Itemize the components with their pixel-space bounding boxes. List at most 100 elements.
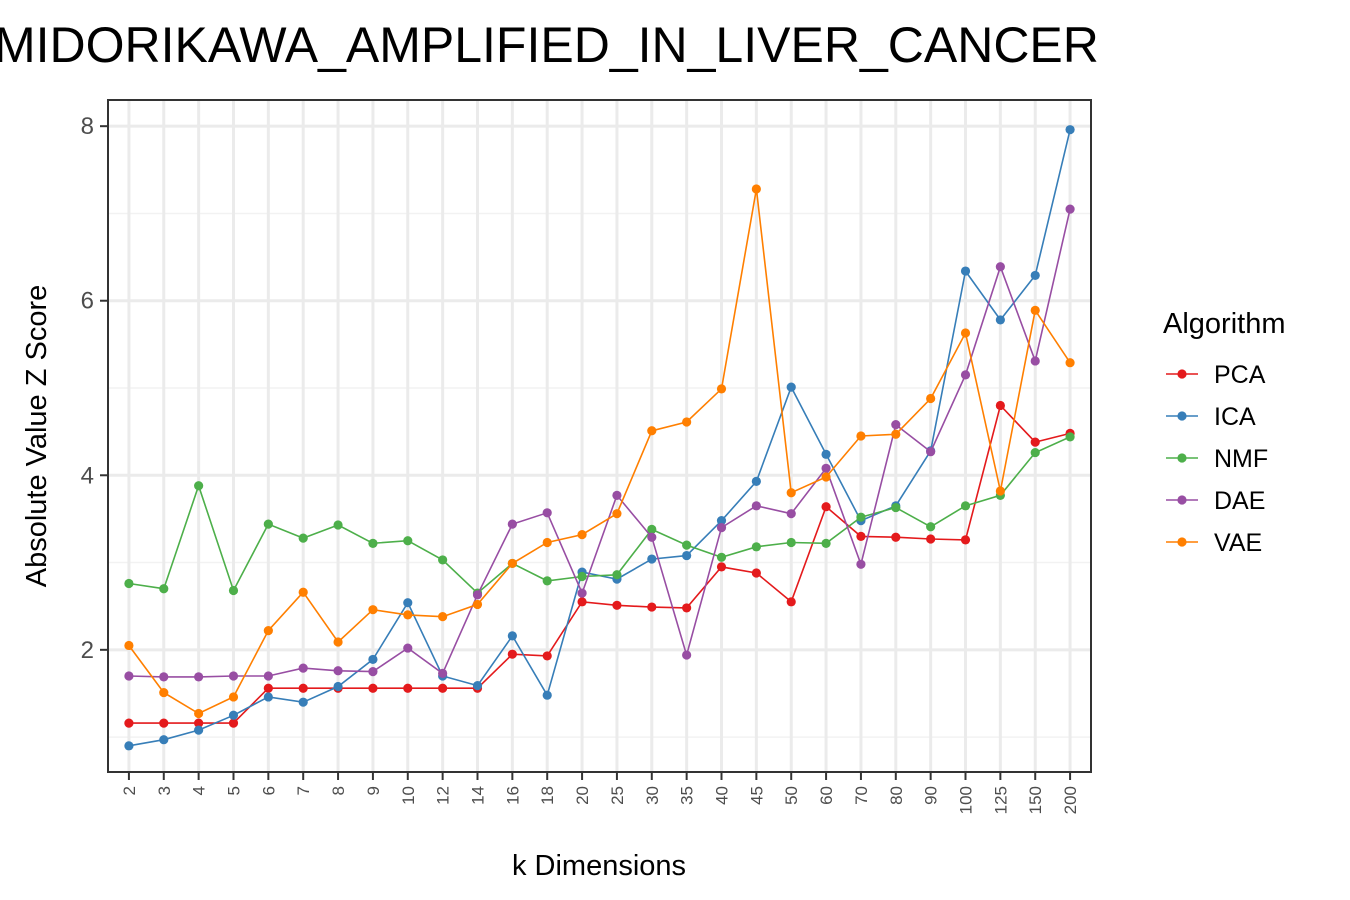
grid bbox=[108, 100, 1091, 772]
data-point-ica bbox=[403, 598, 413, 608]
x-tick-label: 125 bbox=[991, 786, 1010, 814]
data-point-dae bbox=[577, 588, 587, 598]
y-tick-label: 8 bbox=[81, 113, 94, 140]
data-point-ica bbox=[821, 449, 831, 459]
data-point-pca bbox=[682, 603, 692, 613]
y-tick-label: 2 bbox=[81, 637, 94, 664]
data-point-ica bbox=[333, 681, 343, 692]
data-point-dae bbox=[751, 501, 761, 511]
x-tick-label: 35 bbox=[678, 786, 697, 805]
data-point-nmf bbox=[891, 502, 901, 513]
legend-label: ICA bbox=[1214, 403, 1256, 431]
x-tick-label: 25 bbox=[608, 786, 627, 805]
data-point-pca bbox=[438, 683, 448, 693]
data-point-dae bbox=[438, 668, 448, 678]
legend-item-vae: VAE bbox=[1166, 529, 1262, 557]
legend-label: PCA bbox=[1214, 361, 1266, 389]
data-point-pca bbox=[716, 562, 727, 572]
x-tick-label: 2 bbox=[120, 786, 139, 795]
data-point-vae bbox=[647, 426, 657, 436]
x-tick-label: 9 bbox=[364, 786, 383, 795]
data-point-ica bbox=[1030, 270, 1040, 281]
legend-item-pca: PCA bbox=[1166, 361, 1266, 389]
data-point-vae bbox=[228, 692, 239, 702]
data-point-dae bbox=[124, 671, 134, 681]
x-tick-label: 100 bbox=[957, 786, 976, 814]
data-point-dae bbox=[926, 447, 936, 457]
data-point-pca bbox=[403, 683, 413, 693]
data-point-nmf bbox=[368, 538, 378, 548]
data-point-pca bbox=[856, 531, 866, 541]
data-point-ica bbox=[542, 690, 552, 700]
data-point-dae bbox=[716, 523, 727, 533]
series-layer bbox=[124, 125, 1075, 751]
data-point-dae bbox=[1030, 356, 1040, 366]
y-axis-title: Absolute Value Z Score bbox=[21, 285, 53, 588]
x-tick-label: 4 bbox=[190, 786, 209, 795]
legend-label: NMF bbox=[1214, 445, 1268, 473]
data-point-dae bbox=[507, 519, 517, 529]
x-tick-label: 150 bbox=[1026, 786, 1045, 814]
data-point-ica bbox=[298, 697, 308, 707]
plot-background bbox=[108, 100, 1091, 772]
data-point-ica bbox=[1065, 125, 1075, 135]
data-point-vae bbox=[856, 431, 866, 441]
legend-item-dae: DAE bbox=[1166, 487, 1265, 515]
data-point-nmf bbox=[263, 519, 273, 529]
data-point-ica bbox=[682, 550, 692, 561]
data-point-vae bbox=[891, 429, 901, 439]
data-point-dae bbox=[891, 420, 901, 430]
data-point-vae bbox=[1065, 358, 1075, 368]
data-point-vae bbox=[472, 599, 483, 610]
data-point-nmf bbox=[716, 552, 727, 562]
data-point-dae bbox=[1065, 204, 1075, 214]
x-tick-label: 30 bbox=[643, 786, 662, 805]
data-point-vae bbox=[124, 640, 134, 651]
data-point-vae bbox=[368, 605, 378, 615]
data-point-nmf bbox=[612, 570, 622, 580]
data-point-nmf bbox=[194, 481, 204, 491]
data-point-dae bbox=[194, 672, 204, 682]
x-tick-label: 16 bbox=[503, 786, 522, 805]
data-point-nmf bbox=[751, 542, 761, 552]
data-point-dae bbox=[856, 559, 866, 569]
data-point-vae bbox=[821, 472, 831, 482]
x-tick-label: 7 bbox=[294, 786, 313, 795]
data-point-ica bbox=[472, 681, 483, 691]
x-tick-label: 5 bbox=[224, 786, 243, 795]
data-point-dae bbox=[612, 490, 622, 500]
data-point-ica bbox=[751, 476, 761, 486]
data-point-vae bbox=[926, 393, 936, 404]
data-point-nmf bbox=[821, 538, 831, 548]
legend-label: VAE bbox=[1214, 529, 1262, 557]
data-point-vae bbox=[751, 184, 761, 194]
data-point-ica bbox=[124, 741, 134, 751]
data-point-dae bbox=[368, 667, 378, 677]
x-tick-label: 12 bbox=[434, 786, 453, 805]
data-point-pca bbox=[891, 532, 901, 542]
data-point-pca bbox=[647, 602, 657, 612]
data-point-ica bbox=[960, 266, 971, 276]
data-point-ica bbox=[263, 692, 273, 702]
legend: Algorithm PCA ICA NMF DAE VAE bbox=[1163, 308, 1286, 557]
y-tick-label: 6 bbox=[81, 288, 94, 315]
x-tick-label: 8 bbox=[329, 786, 348, 795]
x-tick-label: 20 bbox=[573, 786, 592, 805]
data-point-ica bbox=[228, 710, 239, 720]
data-point-pca bbox=[751, 568, 761, 578]
data-point-pca bbox=[159, 718, 169, 728]
x-tick-label: 70 bbox=[852, 786, 871, 805]
data-point-nmf bbox=[403, 536, 413, 546]
data-point-vae bbox=[682, 417, 692, 427]
data-point-vae bbox=[612, 509, 622, 519]
x-tick-label: 90 bbox=[922, 786, 941, 805]
x-tick-label: 18 bbox=[538, 786, 557, 805]
series-line-nmf bbox=[128, 436, 1071, 595]
data-point-nmf bbox=[786, 537, 796, 548]
x-tick-label: 200 bbox=[1061, 786, 1080, 814]
data-point-nmf bbox=[960, 501, 971, 511]
data-point-dae bbox=[995, 262, 1005, 272]
data-point-vae bbox=[542, 537, 552, 548]
data-point-pca bbox=[263, 683, 273, 693]
